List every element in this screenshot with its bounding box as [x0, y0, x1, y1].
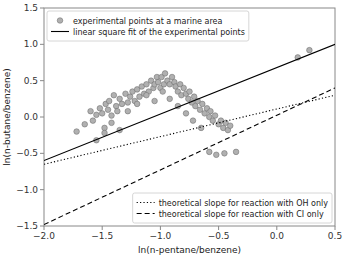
legend-line	[137, 213, 155, 214]
point	[125, 108, 131, 114]
y-tick	[40, 153, 44, 154]
point	[88, 108, 94, 114]
point	[202, 111, 208, 117]
y-axis-label: ln(n-butane/benzene)	[2, 68, 12, 165]
point	[200, 101, 206, 107]
x-axis: −2.0 −1.5 −1.0 −0.5 0.0 0.5	[33, 226, 342, 241]
y-tick-label: −1.0	[16, 185, 38, 195]
chart: −2.0−1.5−1.0−0.50.00.5−1.5−1.0−0.50.00.5…	[0, 0, 346, 258]
point	[227, 123, 233, 129]
legend-box	[133, 193, 332, 223]
x-tick-label: −0.5	[208, 231, 230, 241]
x-tick	[44, 226, 45, 230]
legend: experimental points at a marine area line…	[47, 11, 249, 41]
point	[160, 89, 166, 95]
point	[82, 121, 88, 127]
point	[90, 118, 96, 124]
point	[212, 113, 218, 119]
y-axis: −1.5 −1.0 −0.5 0.0 0.5 1.0 1.5	[16, 3, 44, 231]
point	[233, 149, 239, 155]
y-tick-label: 1.5	[24, 3, 38, 13]
point	[152, 98, 158, 104]
point	[169, 74, 175, 80]
point	[193, 103, 199, 109]
x-tick	[276, 226, 277, 230]
point	[102, 125, 108, 131]
point	[208, 108, 214, 114]
legend-label: experimental points at a marine area	[73, 17, 222, 26]
line	[44, 88, 335, 225]
y-tick	[40, 117, 44, 118]
lines	[44, 44, 335, 224]
x-tick	[335, 226, 336, 230]
x-tick	[160, 226, 161, 230]
legend-line	[137, 202, 155, 203]
legend: theoretical slope for reaction with OH o…	[133, 193, 332, 223]
point	[105, 107, 111, 113]
legend-label: theoretical slope for reaction with CI o…	[159, 210, 324, 219]
legend-label: linear square fit of the experimental po…	[73, 28, 245, 37]
line	[44, 44, 335, 160]
legend-marker	[57, 18, 63, 24]
point	[222, 151, 228, 157]
x-tick	[102, 226, 103, 230]
y-tick-label: −1.5	[16, 221, 38, 231]
point	[125, 100, 131, 106]
point	[117, 96, 123, 102]
point	[113, 103, 119, 109]
y-tick-label: 0.0	[24, 112, 39, 122]
point	[97, 105, 103, 111]
x-tick-label: −1.5	[91, 231, 113, 241]
legend-label: theoretical slope for reaction with OH o…	[159, 199, 329, 208]
x-tick-label: 0.0	[270, 231, 285, 241]
point	[206, 149, 212, 155]
point	[119, 101, 125, 107]
point	[109, 120, 115, 126]
point	[109, 113, 115, 119]
point	[190, 118, 196, 124]
point	[144, 82, 150, 88]
point	[106, 98, 112, 104]
x-tick-label: −2.0	[33, 231, 55, 241]
point	[111, 92, 117, 98]
point	[127, 94, 133, 100]
point	[162, 71, 168, 77]
y-tick	[40, 189, 44, 190]
point	[99, 111, 105, 117]
y-tick-label: 0.5	[24, 76, 38, 86]
x-tick	[218, 226, 219, 230]
point	[134, 101, 140, 107]
y-tick-label: −0.5	[16, 148, 38, 158]
x-tick-label: −1.0	[149, 231, 171, 241]
scatter-points	[74, 47, 312, 157]
point	[94, 112, 100, 118]
plot-marks	[44, 44, 335, 224]
plot-area	[44, 8, 335, 226]
point	[307, 47, 313, 53]
point	[74, 129, 80, 135]
line	[44, 95, 335, 164]
point	[210, 118, 216, 124]
y-tick	[40, 8, 44, 9]
point	[187, 89, 193, 95]
point	[183, 111, 189, 117]
point	[102, 130, 108, 136]
y-tick	[40, 226, 44, 227]
point	[213, 152, 219, 158]
point	[155, 79, 161, 85]
x-axis-label: ln(n-pentane/benzene)	[138, 245, 241, 255]
x-tick-label: 0.5	[328, 231, 342, 241]
y-tick-label: 1.0	[24, 39, 39, 49]
y-tick	[40, 44, 44, 45]
y-tick	[40, 80, 44, 81]
point	[115, 108, 121, 114]
point	[197, 107, 203, 113]
point	[181, 85, 187, 91]
legend-box	[47, 11, 249, 41]
legend-line	[51, 31, 69, 32]
point	[167, 96, 173, 102]
point	[144, 92, 150, 98]
